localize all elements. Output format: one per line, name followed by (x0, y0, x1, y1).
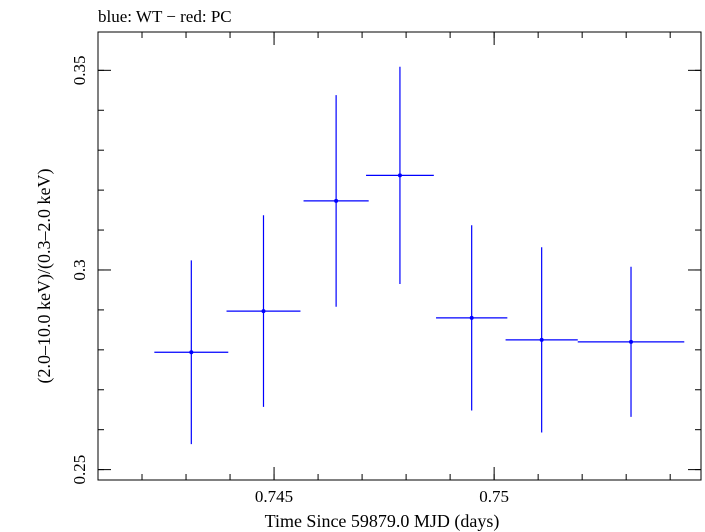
data-point (189, 350, 194, 355)
axis-ticks (97, 32, 701, 480)
data-point (629, 339, 634, 344)
data-point (397, 173, 402, 178)
x-axis-label: Time Since 59879.0 MJD (days) (265, 511, 500, 532)
data-series (154, 66, 685, 445)
data-point (469, 315, 474, 320)
x-tick-label: 0.745 (255, 487, 293, 506)
data-point (539, 337, 544, 342)
data-point (334, 198, 339, 203)
data-point (261, 309, 266, 314)
chart-title: blue: WT − red: PC (98, 7, 232, 26)
y-tick-label: 0.35 (70, 55, 89, 85)
y-tick-label: 0.25 (70, 455, 89, 485)
x-tick-label: 0.75 (479, 487, 509, 506)
axis-tick-labels: 0.745 0.75 0.25 0.3 0.35 (70, 55, 509, 506)
plot-frame (97, 31, 702, 481)
y-tick-label: 0.3 (70, 259, 89, 280)
series-wt (154, 66, 685, 445)
y-axis-label: (2.0–10.0 keV)/(0.3–2.0 keV) (34, 169, 55, 384)
